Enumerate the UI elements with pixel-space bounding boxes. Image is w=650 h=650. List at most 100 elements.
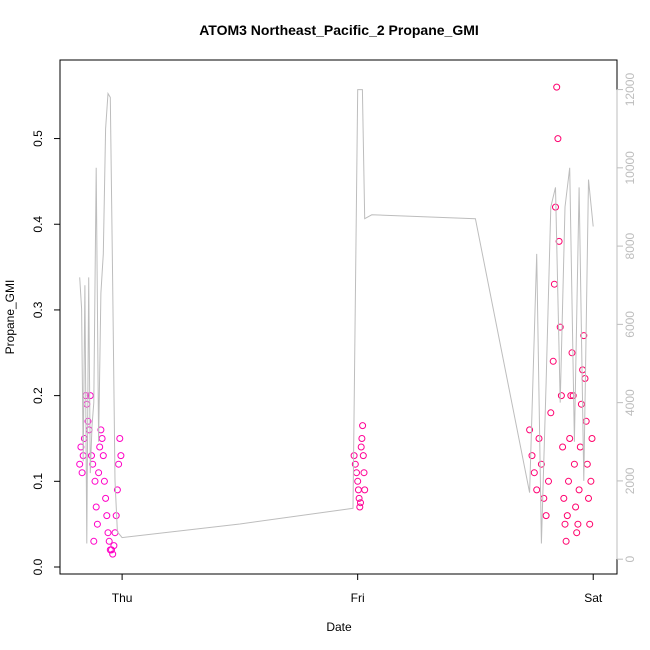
right-tick-label: 2000 <box>623 467 637 494</box>
data-point <box>553 83 561 91</box>
data-point <box>110 542 118 550</box>
data-point <box>566 435 574 442</box>
data-point <box>580 332 588 340</box>
data-point <box>588 435 596 442</box>
data-point <box>95 469 103 477</box>
data-point <box>113 486 121 494</box>
data-point <box>358 435 366 442</box>
data-point <box>89 460 97 468</box>
secondary-line <box>79 89 594 544</box>
data-point <box>549 357 557 365</box>
data-point <box>565 477 572 485</box>
data-point <box>530 469 538 477</box>
data-point <box>537 460 545 468</box>
y-axis-label: Propane_GMI <box>3 280 17 355</box>
data-point <box>579 366 587 374</box>
data-point <box>570 460 578 468</box>
data-point <box>528 452 536 460</box>
data-point <box>526 426 534 434</box>
data-point <box>104 529 112 537</box>
secondary-line-path <box>79 89 594 544</box>
data-point <box>587 477 595 485</box>
data-point <box>77 443 85 451</box>
data-points <box>76 83 596 558</box>
data-point <box>98 435 106 442</box>
data-point <box>92 503 100 511</box>
left-tick-label: 0.3 <box>31 301 45 318</box>
data-point <box>86 392 94 400</box>
data-point <box>356 503 364 511</box>
left-axis: 0.0 0.1 0.2 0.3 0.4 0.5 <box>31 130 61 575</box>
data-point <box>357 443 365 451</box>
data-point <box>562 537 570 545</box>
left-tick-label: 0.0 <box>31 558 45 575</box>
data-point <box>540 494 548 502</box>
data-point <box>102 494 110 502</box>
right-tick-label: 4000 <box>623 389 637 416</box>
data-point <box>354 486 362 494</box>
data-point <box>577 400 585 408</box>
left-tick-label: 0.5 <box>31 130 45 147</box>
data-point <box>115 460 123 468</box>
data-point <box>100 477 108 485</box>
data-point <box>542 512 550 520</box>
data-point <box>561 520 569 528</box>
data-point <box>361 486 369 494</box>
left-tick-label: 0.4 <box>31 216 45 233</box>
data-point <box>560 494 568 502</box>
data-point <box>96 443 104 451</box>
plot-frame <box>59 59 618 575</box>
data-point <box>91 477 99 485</box>
x-axis-label: Date <box>326 620 352 634</box>
data-point <box>574 520 582 528</box>
data-point <box>90 537 98 545</box>
data-point <box>97 426 105 434</box>
data-point <box>359 422 367 430</box>
data-point <box>535 435 543 442</box>
data-point <box>105 537 113 545</box>
data-point <box>585 494 592 502</box>
data-point <box>563 512 571 520</box>
left-tick-label: 0.1 <box>31 473 45 490</box>
right-tick-label: 8000 <box>623 232 637 259</box>
data-point <box>353 469 360 477</box>
data-point <box>572 503 580 511</box>
data-point <box>116 435 124 442</box>
data-point <box>555 237 563 245</box>
data-point <box>109 550 117 558</box>
data-point <box>550 280 558 288</box>
data-point <box>117 452 125 460</box>
data-point <box>103 512 111 520</box>
right-tick-label: 0 <box>623 556 637 563</box>
data-point <box>83 400 91 408</box>
left-tick-label: 0.2 <box>31 387 45 404</box>
x-tick-label: Thu <box>112 591 133 605</box>
data-point <box>93 520 101 528</box>
data-point <box>582 417 590 425</box>
data-point <box>76 460 84 468</box>
data-point <box>533 486 541 494</box>
data-point <box>359 452 367 460</box>
data-point <box>573 529 581 537</box>
x-tick-label: Sat <box>584 591 603 605</box>
data-point <box>357 499 364 507</box>
data-point <box>360 469 368 477</box>
data-point <box>554 135 562 143</box>
x-tick-label: Fri <box>351 591 365 605</box>
data-point <box>557 392 565 400</box>
data-point <box>85 426 93 434</box>
x-axis: Thu Fri Sat <box>112 573 603 605</box>
data-point <box>556 323 564 331</box>
chart-title: ATOM3 Northeast_Pacific_2 Propane_GMI <box>199 22 479 38</box>
right-axis: 0 2000 4000 6000 8000 10000 12000 <box>616 73 637 563</box>
data-point <box>78 469 86 477</box>
data-point <box>354 477 362 485</box>
data-point <box>355 494 363 502</box>
data-point <box>568 349 576 357</box>
data-point <box>99 452 107 460</box>
data-point <box>575 486 583 494</box>
data-point <box>583 460 591 468</box>
data-point <box>351 460 359 468</box>
data-point <box>559 443 567 451</box>
